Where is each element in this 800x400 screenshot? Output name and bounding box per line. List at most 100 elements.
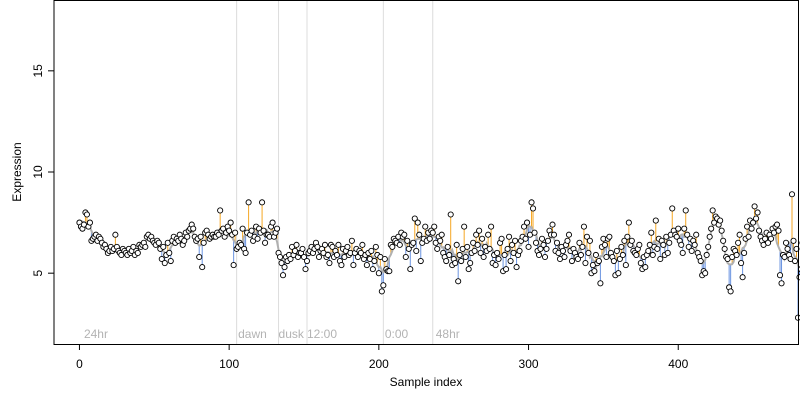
- annotation-1: dawn: [238, 327, 267, 341]
- data-point-251: [452, 260, 459, 267]
- data-point-237: [431, 223, 438, 230]
- data-point-279: [494, 249, 501, 256]
- data-point-386: [654, 245, 661, 252]
- data-point-357: [610, 257, 617, 265]
- data-point-223: [410, 239, 417, 246]
- data-point-319: [553, 239, 561, 246]
- data-point-264: [471, 247, 478, 254]
- data-point-60: [166, 249, 173, 256]
- data-point-454: [756, 227, 763, 234]
- data-point-113: [245, 199, 252, 206]
- data-point-136: [279, 272, 287, 279]
- data-point-282: [498, 235, 505, 242]
- data-point-406: [684, 231, 691, 238]
- data-point-394: [666, 239, 673, 246]
- data-point-323: [559, 247, 567, 254]
- data-point-420: [705, 243, 712, 250]
- data-point-83: [200, 239, 207, 246]
- data-point-123: [260, 227, 267, 234]
- annotation-5: 48hr: [436, 327, 460, 341]
- data-point-369: [628, 237, 635, 244]
- data-point-259: [464, 243, 471, 250]
- data-point-468: [776, 272, 784, 279]
- data-point-467: [775, 227, 782, 234]
- data-point-24: [112, 231, 119, 238]
- data-point-388: [657, 255, 664, 263]
- data-point-415: [697, 257, 704, 265]
- data-point-404: [681, 225, 688, 232]
- data-point-160: [315, 253, 323, 261]
- data-point-310: [540, 241, 547, 248]
- data-point-285: [503, 266, 510, 273]
- data-point-274: [486, 245, 493, 252]
- data-point-104: [232, 229, 239, 236]
- data-point-402: [678, 241, 685, 248]
- data-point-385: [652, 217, 659, 224]
- annotation-4: 0:00: [385, 327, 409, 341]
- data-point-200: [375, 270, 382, 277]
- data-point-460: [765, 239, 772, 246]
- data-point-382: [648, 229, 655, 236]
- data-point-469: [778, 280, 785, 287]
- data-point-137: [281, 264, 288, 271]
- data-point-444: [741, 249, 748, 256]
- data-point-375: [637, 260, 644, 267]
- data-point-115: [248, 227, 255, 234]
- data-point-209: [389, 243, 396, 250]
- data-point-119: [254, 235, 261, 242]
- data-point-359: [613, 247, 620, 254]
- data-point-337: [580, 223, 587, 230]
- data-point-268: [477, 249, 484, 256]
- data-point-197: [371, 257, 378, 265]
- data-point-289: [509, 241, 516, 248]
- data-point-340: [585, 249, 592, 256]
- data-point-93: [215, 231, 222, 238]
- deviation-stems: [78, 194, 800, 318]
- data-point-179: [344, 243, 351, 250]
- data-point-297: [521, 223, 528, 230]
- data-point-275: [488, 223, 495, 230]
- data-point-257: [461, 223, 468, 230]
- data-point-108: [238, 241, 245, 248]
- data-point-141: [287, 255, 294, 263]
- data-point-419: [703, 251, 710, 259]
- data-point-409: [688, 247, 695, 254]
- data-point-44: [142, 243, 149, 250]
- data-point-403: [679, 249, 686, 256]
- data-point-247: [446, 251, 453, 259]
- data-point-172: [333, 251, 340, 259]
- data-points: [76, 191, 800, 321]
- data-point-76: [190, 225, 197, 232]
- data-point-363: [619, 251, 626, 259]
- data-point-345: [592, 251, 599, 259]
- data-point-36: [130, 243, 137, 250]
- data-point-431: [721, 245, 728, 252]
- y-tick-label-0: 5: [31, 270, 45, 277]
- data-point-476: [788, 191, 796, 198]
- data-point-94: [217, 207, 224, 214]
- data-point-364: [621, 237, 628, 244]
- data-point-196: [369, 266, 376, 273]
- data-point-134: [276, 253, 284, 261]
- data-point-300: [525, 243, 532, 250]
- data-point-80: [196, 253, 203, 261]
- data-point-61: [167, 257, 174, 265]
- data-point-333: [574, 255, 581, 263]
- data-point-303: [529, 205, 537, 212]
- data-point-393: [664, 249, 671, 256]
- data-point-164: [321, 241, 329, 248]
- data-point-231: [422, 223, 429, 230]
- data-point-362: [618, 243, 625, 250]
- data-point-449: [748, 225, 755, 232]
- data-point-312: [543, 245, 550, 252]
- data-point-341: [586, 237, 593, 244]
- data-point-329: [568, 257, 576, 265]
- data-point-202: [378, 288, 385, 295]
- data-point-203: [380, 282, 387, 289]
- data-point-423: [709, 207, 716, 214]
- data-point-56: [160, 243, 167, 250]
- data-point-430: [720, 237, 727, 244]
- data-point-100: [226, 227, 233, 234]
- data-point-135: [278, 260, 285, 267]
